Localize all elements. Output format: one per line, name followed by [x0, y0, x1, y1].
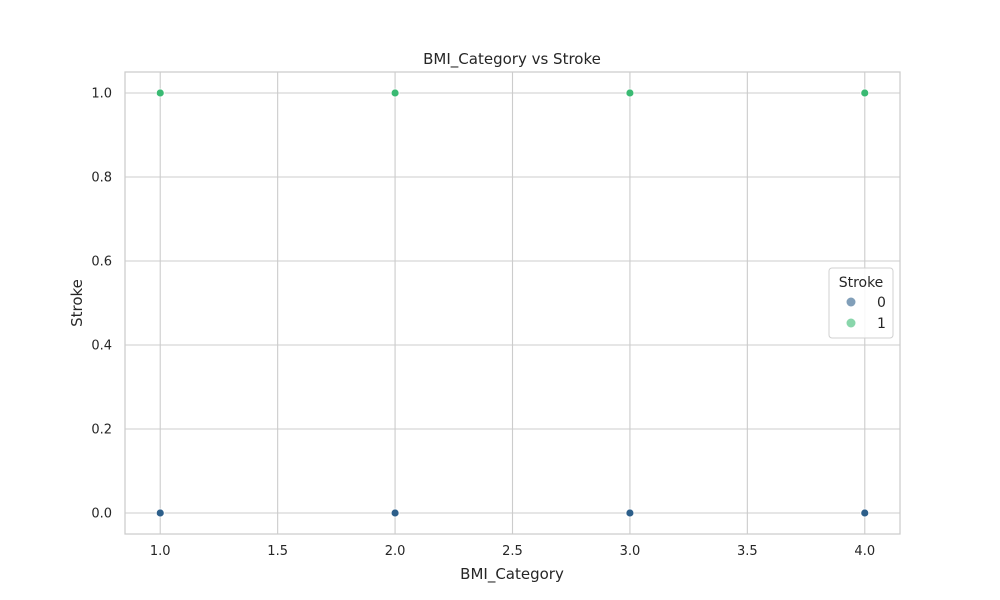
legend: Stroke 0 1	[828, 267, 894, 339]
data-point-stroke-0	[390, 508, 400, 518]
plot-area-frame	[124, 71, 901, 535]
data-point-stroke-0	[155, 508, 165, 518]
y-tick-label: 0.0	[91, 507, 112, 522]
y-tick-label: 0.8	[91, 171, 112, 186]
data-point-stroke-1	[860, 88, 870, 98]
legend-label-0: 0	[877, 295, 886, 311]
legend-title: Stroke	[839, 275, 884, 291]
y-tick-label: 0.4	[91, 339, 112, 354]
chart-title: BMI_Category vs Stroke	[423, 50, 601, 69]
x-tick-label: 3.5	[737, 544, 758, 559]
legend-label-1: 1	[877, 316, 886, 332]
y-axis-label: Stroke	[68, 279, 86, 327]
x-axis-label: BMI_Category	[460, 565, 564, 584]
legend-marker-0	[846, 297, 856, 307]
x-tick-label: 2.5	[502, 544, 523, 559]
data-point-stroke-1	[390, 88, 400, 98]
data-point-stroke-0	[625, 508, 635, 518]
y-tick-label: 1.0	[91, 87, 112, 102]
data-point-stroke-1	[625, 88, 635, 98]
x-tick-label: 1.5	[267, 544, 288, 559]
x-tick-label: 3.0	[620, 544, 641, 559]
y-tick-label: 0.2	[91, 423, 112, 438]
x-tick-label: 2.0	[385, 544, 406, 559]
x-tick-label: 4.0	[854, 544, 875, 559]
data-points	[155, 88, 870, 518]
y-tick-label: 0.6	[91, 255, 112, 270]
x-tick-label: 1.0	[150, 544, 171, 559]
grid-lines	[125, 72, 900, 534]
legend-marker-1	[846, 318, 856, 328]
legend-box	[828, 267, 894, 339]
data-point-stroke-0	[860, 508, 870, 518]
data-point-stroke-1	[155, 88, 165, 98]
axis-ticks: 1.0 1.5 2.0 2.5 3.0 3.5 4.0 0.0 0.2 0.4 0.6 0.8 1.0	[91, 87, 875, 560]
